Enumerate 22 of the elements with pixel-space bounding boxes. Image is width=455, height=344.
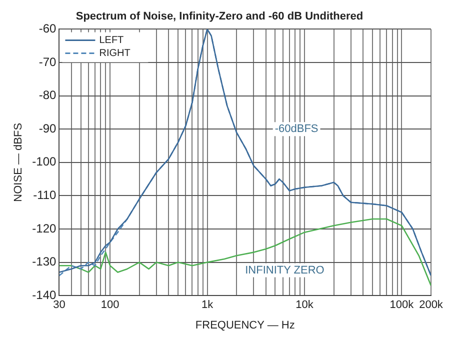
y-tick-label: -130 [32, 254, 57, 269]
y-tick-label: -100 [32, 154, 57, 169]
annotation: INFINITY ZERO [245, 264, 325, 276]
y-tick-label: -80 [38, 88, 57, 102]
legend-label: RIGHT [99, 48, 130, 59]
x-tick-label: 10k [296, 299, 314, 312]
x-tick-label: 30 [53, 299, 66, 312]
x-tick-label: 200k [419, 299, 444, 312]
x-axis-title: FREQUENCY — Hz [195, 319, 295, 332]
y-axis-title: NOISE — dBFS [12, 122, 25, 202]
y-tick-label: -70 [38, 54, 57, 69]
annotation: -60dBFS [274, 123, 318, 136]
x-tick-label: 1k [201, 299, 214, 312]
y-tick-label: -60 [38, 22, 57, 36]
y-tick-label: -90 [38, 121, 57, 136]
y-tick-label: -140 [32, 288, 57, 302]
y-tick-label: -110 [33, 188, 57, 202]
legend-label: LEFT [99, 34, 124, 46]
x-tick-label: 100k [390, 299, 414, 312]
y-tick-label: -120 [32, 221, 57, 236]
chart-title: Spectrum of Noise, Infinity-Zero and -60 dB Undithered [76, 10, 364, 23]
x-tick-label: 100 [100, 299, 120, 312]
